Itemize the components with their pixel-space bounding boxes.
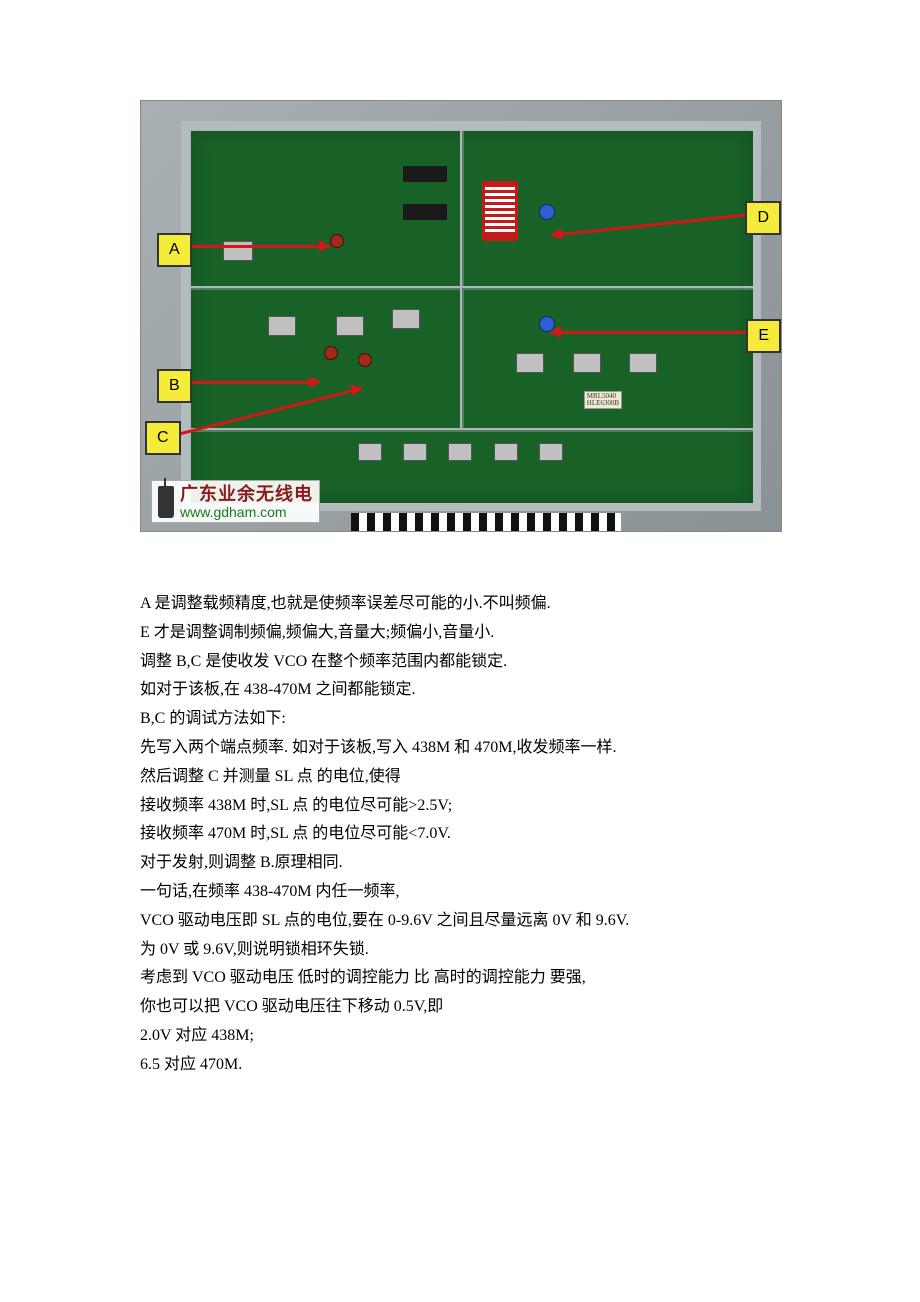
- smd-can: [268, 316, 296, 336]
- text-line: 然后调整 C 并测量 SL 点 的电位,使得: [140, 765, 780, 790]
- label-e: E: [746, 319, 781, 353]
- crystal: [403, 443, 427, 461]
- document-page: MRL5040HLE6300B A B C D E 广东业余无线电 www.gd…: [0, 0, 920, 1302]
- trimmer-d: [539, 204, 555, 220]
- pcb-annotated-figure: MRL5040HLE6300B A B C D E 广东业余无线电 www.gd…: [140, 100, 782, 532]
- text-line: 一句话,在频率 438-470M 内任一频率,: [140, 880, 780, 905]
- dip-switch-block: [482, 181, 518, 241]
- ic-chip: [403, 204, 447, 220]
- text-line: 考虑到 VCO 驱动电压 低时的调控能力 比 高时的调控能力 要强,: [140, 966, 780, 991]
- arrow-b: [189, 381, 319, 384]
- board-sticker: MRL5040HLE6300B: [584, 391, 622, 409]
- crystal: [448, 443, 472, 461]
- crystal: [494, 443, 518, 461]
- text-line: 你也可以把 VCO 驱动电压往下移动 0.5V,即: [140, 995, 780, 1020]
- text-line: 接收频率 438M 时,SL 点 的电位尽可能>2.5V;: [140, 794, 780, 819]
- smd-can: [516, 353, 544, 373]
- text-line: E 才是调整调制频偏,频偏大,音量大;频偏小,音量小.: [140, 621, 780, 646]
- shield-compartment: [189, 286, 464, 432]
- pcb-board: MRL5040HLE6300B: [181, 121, 761, 511]
- watermark-box: 广东业余无线电 www.gdham.com: [151, 480, 320, 523]
- smd-can: [629, 353, 657, 373]
- smd-can: [573, 353, 601, 373]
- text-line: VCO 驱动电压即 SL 点的电位,要在 0-9.6V 之间且尽量远离 0V 和…: [140, 909, 780, 934]
- text-line: 对于发射,则调整 B.原理相同.: [140, 851, 780, 876]
- body-text: A 是调整载频精度,也就是使频率误差尽可能的小.不叫频偏. E 才是调整调制频偏…: [140, 592, 780, 1078]
- label-a: A: [157, 233, 192, 267]
- trimmer-a: [330, 234, 344, 248]
- text-line: 调整 B,C 是使收发 VCO 在整个频率范围内都能锁定.: [140, 650, 780, 675]
- watermark-title: 广东业余无线电: [180, 485, 313, 505]
- radio-icon: [158, 486, 174, 518]
- watermark-text: 广东业余无线电 www.gdham.com: [180, 485, 313, 520]
- ruler-strip: [351, 513, 621, 531]
- crystal: [358, 443, 382, 461]
- smd-can: [336, 316, 364, 336]
- text-line: 2.0V 对应 438M;: [140, 1024, 780, 1049]
- watermark-url: www.gdham.com: [180, 505, 313, 520]
- label-b: B: [157, 369, 192, 403]
- arrow-a: [189, 245, 329, 248]
- text-line: 接收频率 470M 时,SL 点 的电位尽可能<7.0V.: [140, 822, 780, 847]
- shield-compartment: [460, 286, 757, 432]
- label-c: C: [145, 421, 181, 455]
- text-line: 6.5 对应 470M.: [140, 1053, 780, 1078]
- text-line: B,C 的调试方法如下:: [140, 707, 780, 732]
- text-line: A 是调整载频精度,也就是使频率误差尽可能的小.不叫频偏.: [140, 592, 780, 617]
- text-line: 如对于该板,在 438-470M 之间都能锁定.: [140, 678, 780, 703]
- arrow-e: [551, 331, 751, 334]
- ic-chip: [403, 166, 447, 182]
- text-line: 为 0V 或 9.6V,则说明锁相环失锁.: [140, 938, 780, 963]
- text-line: 先写入两个端点频率. 如对于该板,写入 438M 和 470M,收发频率一样.: [140, 736, 780, 761]
- crystal: [539, 443, 563, 461]
- smd-can: [392, 309, 420, 329]
- label-d: D: [745, 201, 781, 235]
